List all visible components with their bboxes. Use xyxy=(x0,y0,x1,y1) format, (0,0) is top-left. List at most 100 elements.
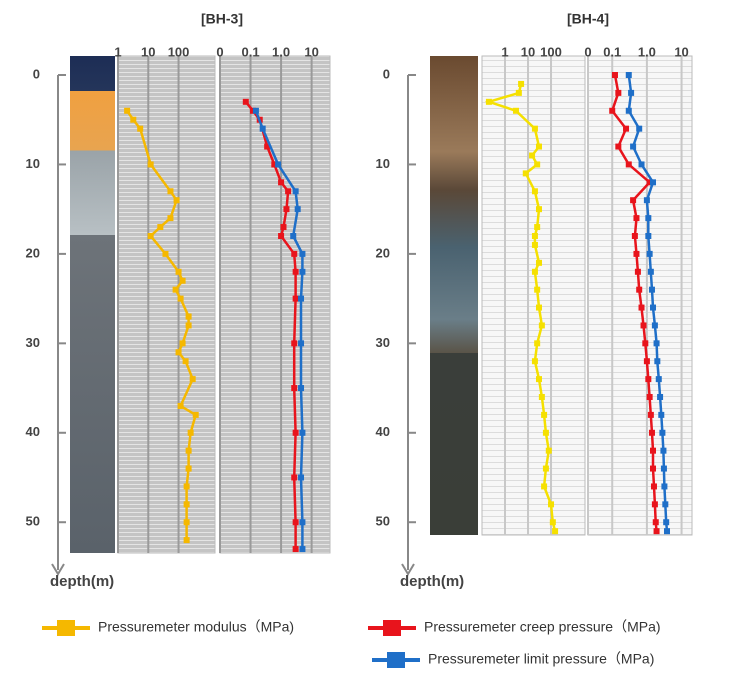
data-point xyxy=(663,528,670,535)
data-point xyxy=(541,411,548,418)
data-point xyxy=(157,224,164,231)
data-point xyxy=(638,161,645,168)
data-point xyxy=(137,125,144,132)
y-axis-arrow xyxy=(51,563,65,576)
data-point xyxy=(534,340,541,347)
data-point xyxy=(147,161,154,168)
data-point xyxy=(185,465,192,472)
data-point xyxy=(192,411,199,418)
chart-title: [BH-4] xyxy=(567,11,609,27)
data-point xyxy=(646,250,653,257)
data-point xyxy=(662,501,669,508)
data-point xyxy=(661,483,668,490)
data-point xyxy=(185,313,192,320)
data-point xyxy=(650,304,657,311)
data-point xyxy=(542,429,549,436)
data-point xyxy=(651,501,658,508)
x-tick-label: 0.1 xyxy=(603,44,621,59)
data-point xyxy=(655,376,662,383)
data-point xyxy=(640,322,647,329)
data-point xyxy=(647,268,654,275)
data-point xyxy=(650,179,657,186)
y-tick-label: 40 xyxy=(376,424,390,439)
chart-title: [BH-3] xyxy=(201,11,243,27)
legend-label: Pressuremeter modulus（MPa) xyxy=(98,619,294,635)
x-tick-label: 1 xyxy=(501,44,508,59)
data-point xyxy=(291,340,298,347)
data-point xyxy=(653,528,660,535)
data-point xyxy=(660,447,667,454)
data-point xyxy=(183,519,190,526)
data-point xyxy=(292,519,299,526)
data-point xyxy=(646,179,653,186)
data-point xyxy=(291,385,298,392)
data-point xyxy=(291,250,298,257)
data-point xyxy=(651,322,658,329)
data-point xyxy=(534,224,541,231)
data-point xyxy=(643,358,650,365)
data-point xyxy=(278,179,285,186)
data-point xyxy=(633,215,640,222)
data-point xyxy=(660,465,667,472)
data-point xyxy=(299,268,306,275)
data-point xyxy=(292,546,299,553)
y-tick-label: 0 xyxy=(33,66,40,81)
y-tick-label: 20 xyxy=(26,245,40,260)
data-point xyxy=(183,537,190,544)
data-point xyxy=(630,143,637,150)
data-point xyxy=(646,394,653,400)
data-point xyxy=(167,188,174,195)
data-point xyxy=(292,429,299,436)
data-point xyxy=(535,259,542,266)
data-point xyxy=(659,429,666,436)
data-point xyxy=(259,125,266,132)
data-point xyxy=(615,143,622,150)
data-point xyxy=(630,197,637,204)
data-point xyxy=(645,376,652,383)
data-point xyxy=(177,295,184,302)
data-point xyxy=(177,402,184,409)
data-point xyxy=(185,447,192,454)
data-point xyxy=(185,322,192,329)
data-point xyxy=(541,483,548,490)
data-point xyxy=(531,241,538,248)
data-point xyxy=(299,429,306,436)
data-point xyxy=(653,340,660,347)
data-point xyxy=(650,447,657,454)
data-point xyxy=(652,519,659,526)
data-point xyxy=(252,107,259,114)
data-point xyxy=(278,233,285,239)
data-point xyxy=(124,107,131,114)
y-tick-label: 10 xyxy=(376,156,390,171)
data-point xyxy=(290,233,297,239)
data-point xyxy=(538,322,545,329)
data-point xyxy=(645,215,652,222)
data-point xyxy=(645,233,652,239)
data-point xyxy=(298,340,305,347)
data-point xyxy=(531,268,538,275)
data-point xyxy=(130,116,137,123)
data-point xyxy=(283,206,290,213)
data-point xyxy=(650,483,657,490)
x-tick-label: 100 xyxy=(540,44,562,59)
x-tick-label: 0 xyxy=(584,44,591,59)
y-tick-label: 30 xyxy=(26,335,40,350)
data-point xyxy=(291,474,298,481)
x-tick-label: 1 xyxy=(114,44,121,59)
data-point xyxy=(518,80,525,87)
legend-label: Pressuremeter creep pressure（MPa) xyxy=(424,619,661,635)
data-point xyxy=(542,465,549,472)
x-tick-label: 10 xyxy=(141,44,155,59)
data-point xyxy=(531,125,538,132)
data-point xyxy=(294,206,301,213)
data-point xyxy=(183,483,190,490)
x-tick-label: 1.0 xyxy=(638,44,656,59)
y-axis-label: depth(m) xyxy=(400,573,464,590)
y-tick-label: 50 xyxy=(26,514,40,529)
data-point xyxy=(636,125,643,132)
data-point xyxy=(173,197,180,204)
data-point xyxy=(654,358,661,365)
data-point xyxy=(285,188,292,195)
data-point xyxy=(663,519,670,526)
data-point xyxy=(625,72,632,78)
